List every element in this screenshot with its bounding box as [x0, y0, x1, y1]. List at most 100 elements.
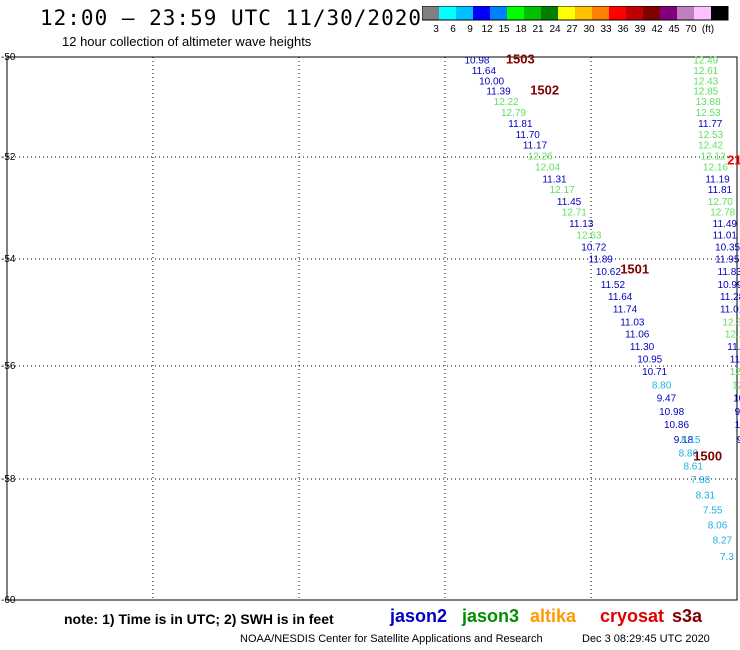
- lat-label: -60: [1, 595, 16, 605]
- scale-label: 12: [481, 24, 493, 35]
- scale-swatch: [626, 6, 643, 20]
- wave-height-value: 7.88: [691, 475, 711, 486]
- lat-label: -52: [1, 152, 16, 163]
- wave-height-value: 12.12: [701, 152, 726, 163]
- scale-swatch: [575, 6, 592, 20]
- scale-swatch: [558, 6, 575, 20]
- scale-label: 30: [583, 24, 595, 35]
- wave-height-value: 7.55: [703, 505, 723, 516]
- wave-height-value: 11.94: [727, 342, 740, 353]
- scale-swatch: [439, 6, 456, 20]
- scale-swatch: [473, 6, 490, 20]
- wave-height-value: 11.03: [620, 317, 645, 328]
- wave-height-value: 8.06: [708, 521, 728, 532]
- lat-label: -54: [1, 254, 16, 265]
- lat-label: -50: [1, 52, 16, 63]
- wave-height-value: 9.96: [735, 407, 740, 418]
- wave-height-value: 12.22: [725, 330, 740, 341]
- scale-label: 70: [685, 24, 697, 35]
- wave-height-value: 9.47: [657, 394, 677, 405]
- wave-height-value: 11.81: [508, 119, 533, 130]
- wave-height-value: 10.86: [664, 420, 689, 431]
- scale-label: (ft): [702, 24, 714, 35]
- wave-height-value: 11.64: [472, 66, 497, 77]
- wave-height-value: 11.77: [698, 119, 723, 130]
- wave-height-value: 10.35: [715, 242, 740, 253]
- wave-height-value: 11.81: [708, 185, 733, 196]
- wave-height-value: 12.78: [710, 208, 735, 219]
- wave-height-value: 11.95: [715, 255, 740, 266]
- map-title: 12:00 – 23:59 UTC 11/30/2020: [40, 6, 423, 30]
- scale-swatch: [643, 6, 660, 20]
- satellite-cryosat: cryosat: [600, 606, 665, 626]
- wave-height-value: 11.13: [569, 219, 594, 230]
- footer-credit: NOAA/NESDIS Center for Satellite Applica…: [240, 633, 543, 645]
- wave-height-value: 13.88: [696, 97, 721, 108]
- scale-swatch: [711, 6, 728, 20]
- wave-height-value: 11.45: [557, 197, 582, 208]
- wave-height-value: 12.22: [494, 97, 519, 108]
- wave-height-value: 11.01: [713, 231, 738, 242]
- satellite-jason2: jason2: [390, 606, 448, 626]
- scale-swatch: [456, 6, 473, 20]
- track-label: 1501: [620, 261, 649, 276]
- track-label: 1502: [530, 83, 559, 98]
- wave-height-value: 10.57: [733, 394, 740, 405]
- satellite-altika: altika: [530, 606, 577, 626]
- wave-height-value: 11.74: [613, 305, 638, 316]
- wave-height-value: 12.49: [693, 56, 718, 67]
- legend-note: note: 1) Time is in UTC; 2) SWH is in fe…: [64, 611, 334, 627]
- wave-height-value: 8.15: [681, 435, 701, 446]
- track-label: 1503: [506, 52, 535, 67]
- wave-height-value: 11.17: [523, 141, 548, 152]
- scale-swatch: [694, 6, 711, 20]
- scale-label: 27: [566, 24, 578, 35]
- wave-height-value: 10.62: [596, 267, 621, 278]
- satellite-jason3: jason3: [462, 606, 520, 626]
- wave-height-value: 12.53: [696, 108, 721, 119]
- lat-label: -56: [1, 361, 16, 372]
- wave-height-value: 12.53: [730, 367, 740, 378]
- footer-timestamp: Dec 3 08:29:45 UTC 2020: [582, 633, 710, 645]
- scale-label: 36: [617, 24, 629, 35]
- wave-height-value: 11.64: [608, 292, 633, 303]
- lat-label: -58: [1, 474, 16, 485]
- wave-height-value: 11.39: [486, 87, 511, 98]
- wave-height-value: 12.71: [562, 208, 587, 219]
- wave-height-value: 11.31: [542, 175, 567, 186]
- wave-height-value: 12.53: [698, 130, 723, 141]
- scale-label: 24: [549, 24, 561, 35]
- scale-swatch: [541, 6, 558, 20]
- wave-height-value: 12.26: [528, 152, 553, 163]
- wave-height-value: 12.33: [722, 317, 740, 328]
- scale-swatch: [660, 6, 677, 20]
- wave-height-value: 8.86: [679, 448, 699, 459]
- wave-height-value: 12.16: [703, 162, 728, 173]
- scale-label: 33: [600, 24, 612, 35]
- wave-height-value: 9.18: [674, 435, 694, 446]
- wave-height-value: 8.31: [696, 490, 716, 501]
- wave-height-value: 10.00: [479, 77, 504, 88]
- wave-height-value: 11.01: [720, 305, 740, 316]
- scale-swatch: [524, 6, 541, 20]
- wave-height-value: 11.52: [601, 280, 626, 291]
- scale-label: 15: [498, 24, 510, 35]
- wave-height-value: 10.72: [581, 242, 606, 253]
- wave-height-value: 12.17: [550, 185, 575, 196]
- wave-height-value: 8.61: [683, 461, 703, 472]
- scale-label: 6: [450, 24, 456, 35]
- wave-height-value: 11.06: [625, 330, 650, 341]
- wave-height-value: 11.49: [713, 219, 738, 230]
- wave-height-value: 12.79: [501, 108, 526, 119]
- scale-label: 21: [532, 24, 544, 35]
- wave-height-value: 12.47: [732, 381, 740, 392]
- wave-height-value: 12.70: [708, 197, 733, 208]
- scale-label: 42: [651, 24, 663, 35]
- wave-height-value: 11.49: [730, 354, 740, 365]
- wave-height-value: 11.83: [718, 267, 740, 278]
- wave-height-value: 12.63: [576, 231, 601, 242]
- wave-height-value: 10.95: [637, 354, 662, 365]
- wave-height-value: 8.27: [713, 536, 733, 547]
- color-scale-legend: 3 6 9 12 15 18 21 24 27 30 33 36 39 42 45 70 (ft): [422, 6, 729, 35]
- wave-height-value: 11.28: [720, 292, 740, 303]
